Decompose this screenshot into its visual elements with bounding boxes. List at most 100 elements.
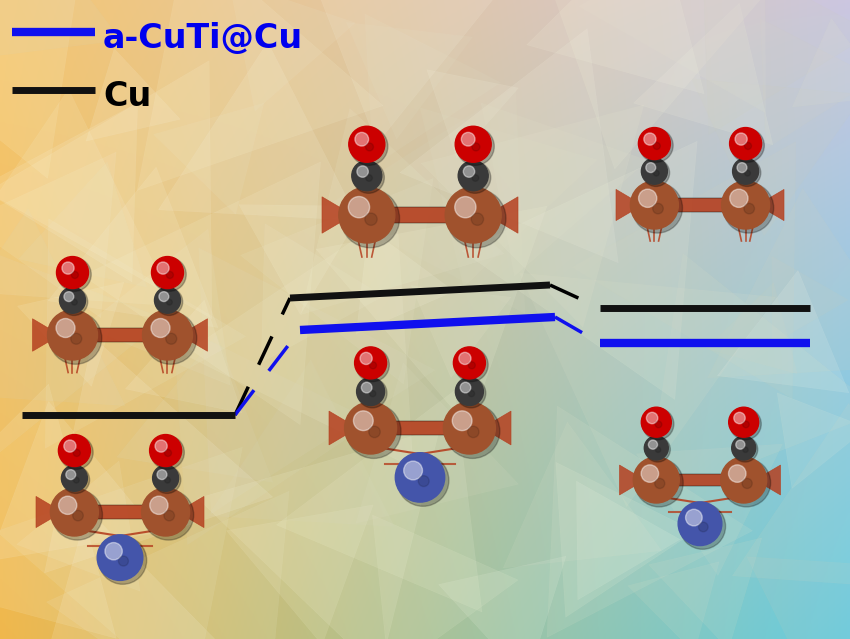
- Polygon shape: [199, 248, 435, 514]
- Circle shape: [395, 452, 445, 502]
- Circle shape: [643, 159, 670, 187]
- Circle shape: [468, 362, 475, 369]
- Circle shape: [157, 262, 169, 274]
- Polygon shape: [620, 465, 645, 495]
- Polygon shape: [420, 108, 597, 287]
- Circle shape: [418, 475, 429, 486]
- Polygon shape: [411, 286, 511, 378]
- Polygon shape: [777, 393, 850, 488]
- Polygon shape: [276, 390, 482, 612]
- Polygon shape: [316, 206, 547, 427]
- Circle shape: [732, 436, 756, 460]
- Circle shape: [471, 213, 484, 226]
- Circle shape: [631, 181, 678, 229]
- Circle shape: [166, 334, 177, 344]
- Circle shape: [639, 128, 673, 162]
- Polygon shape: [184, 212, 413, 468]
- Circle shape: [73, 449, 80, 456]
- Polygon shape: [367, 207, 473, 223]
- Polygon shape: [649, 538, 762, 639]
- Circle shape: [60, 288, 86, 313]
- Circle shape: [150, 435, 182, 466]
- Circle shape: [722, 181, 769, 229]
- Circle shape: [347, 404, 401, 458]
- Circle shape: [360, 352, 372, 364]
- Circle shape: [742, 479, 752, 488]
- Circle shape: [144, 312, 196, 364]
- Polygon shape: [0, 61, 212, 319]
- Polygon shape: [72, 328, 167, 342]
- Circle shape: [404, 461, 422, 480]
- Circle shape: [459, 162, 490, 194]
- Polygon shape: [178, 497, 204, 528]
- Circle shape: [655, 447, 660, 452]
- Circle shape: [155, 288, 180, 313]
- Circle shape: [733, 437, 757, 462]
- Circle shape: [743, 421, 749, 427]
- Polygon shape: [628, 562, 719, 639]
- Circle shape: [350, 128, 388, 166]
- Polygon shape: [572, 142, 796, 399]
- Circle shape: [722, 459, 771, 507]
- Circle shape: [680, 504, 726, 550]
- Circle shape: [632, 183, 683, 233]
- Circle shape: [339, 187, 394, 243]
- Circle shape: [155, 440, 167, 452]
- Circle shape: [60, 288, 88, 316]
- Polygon shape: [322, 197, 353, 233]
- Polygon shape: [324, 86, 524, 313]
- Circle shape: [733, 158, 758, 184]
- Polygon shape: [86, 49, 180, 141]
- Circle shape: [463, 166, 474, 177]
- Polygon shape: [760, 19, 850, 149]
- Polygon shape: [261, 224, 383, 362]
- Circle shape: [366, 143, 373, 151]
- Polygon shape: [47, 491, 289, 639]
- Circle shape: [678, 502, 722, 546]
- Polygon shape: [556, 462, 695, 617]
- Circle shape: [118, 556, 128, 566]
- Polygon shape: [706, 282, 797, 374]
- Polygon shape: [239, 204, 365, 314]
- Circle shape: [62, 262, 74, 274]
- Polygon shape: [117, 335, 273, 482]
- Circle shape: [731, 128, 764, 162]
- Polygon shape: [757, 189, 784, 220]
- Polygon shape: [180, 319, 207, 351]
- Text: a-CuTi@Cu: a-CuTi@Cu: [103, 22, 303, 54]
- Circle shape: [458, 161, 488, 191]
- Polygon shape: [0, 401, 157, 561]
- Polygon shape: [747, 557, 850, 639]
- Circle shape: [649, 440, 658, 449]
- Circle shape: [97, 535, 143, 580]
- Polygon shape: [0, 152, 116, 318]
- Circle shape: [721, 457, 767, 503]
- Circle shape: [357, 166, 368, 177]
- Circle shape: [459, 352, 471, 364]
- Circle shape: [642, 158, 667, 184]
- Circle shape: [472, 143, 480, 151]
- Polygon shape: [309, 0, 496, 144]
- Circle shape: [352, 161, 382, 191]
- Polygon shape: [45, 219, 246, 448]
- Circle shape: [728, 407, 759, 437]
- Circle shape: [455, 197, 476, 218]
- Circle shape: [743, 447, 748, 452]
- Circle shape: [143, 310, 192, 360]
- Circle shape: [99, 536, 147, 584]
- Circle shape: [460, 382, 471, 393]
- Circle shape: [452, 411, 472, 431]
- Text: Cu: Cu: [103, 79, 151, 112]
- Circle shape: [159, 291, 169, 302]
- Polygon shape: [365, 14, 501, 166]
- Circle shape: [730, 408, 762, 440]
- Circle shape: [52, 489, 103, 540]
- Circle shape: [646, 412, 658, 424]
- Polygon shape: [241, 178, 434, 384]
- Polygon shape: [692, 79, 850, 236]
- Polygon shape: [0, 103, 138, 282]
- Circle shape: [154, 466, 181, 493]
- Circle shape: [58, 258, 91, 291]
- Circle shape: [645, 437, 671, 462]
- Circle shape: [65, 470, 76, 479]
